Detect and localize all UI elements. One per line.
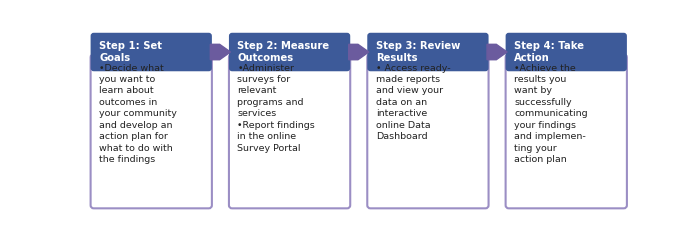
Bar [371, 54, 484, 68]
Polygon shape [210, 44, 230, 60]
Text: •Administer
surveys for
relevant
programs and
services
•Report findings
in the o: •Administer surveys for relevant program… [237, 64, 315, 153]
Bar [510, 56, 622, 65]
Bar [372, 56, 484, 65]
FancyBboxPatch shape [229, 54, 350, 208]
FancyBboxPatch shape [90, 54, 212, 208]
Text: • Access ready-
made reports
and view your
data on an
interactive
online Data
Da: • Access ready- made reports and view yo… [376, 64, 450, 141]
Text: Step 4: Take
Action: Step 4: Take Action [514, 41, 584, 63]
Text: Step 3: Review
Results: Step 3: Review Results [376, 41, 460, 63]
FancyBboxPatch shape [368, 33, 489, 71]
FancyBboxPatch shape [505, 54, 627, 208]
FancyBboxPatch shape [229, 33, 350, 71]
Bar [95, 56, 207, 65]
Text: •Achieve the
results you
want by
successfully
communicating
your findings
and im: •Achieve the results you want by success… [514, 64, 588, 164]
Text: Step 2: Measure
Outcomes: Step 2: Measure Outcomes [237, 41, 330, 63]
Text: •Decide what
you want to
learn about
outcomes in
your community
and develop an
a: •Decide what you want to learn about out… [99, 64, 177, 164]
FancyBboxPatch shape [505, 33, 627, 71]
Text: Step 1: Set
Goals: Step 1: Set Goals [99, 41, 162, 63]
Bar [234, 56, 346, 65]
Bar [94, 54, 208, 68]
Bar [510, 54, 623, 68]
FancyBboxPatch shape [368, 54, 489, 208]
FancyBboxPatch shape [90, 33, 212, 71]
Bar [233, 54, 346, 68]
Polygon shape [349, 44, 369, 60]
Polygon shape [487, 44, 508, 60]
